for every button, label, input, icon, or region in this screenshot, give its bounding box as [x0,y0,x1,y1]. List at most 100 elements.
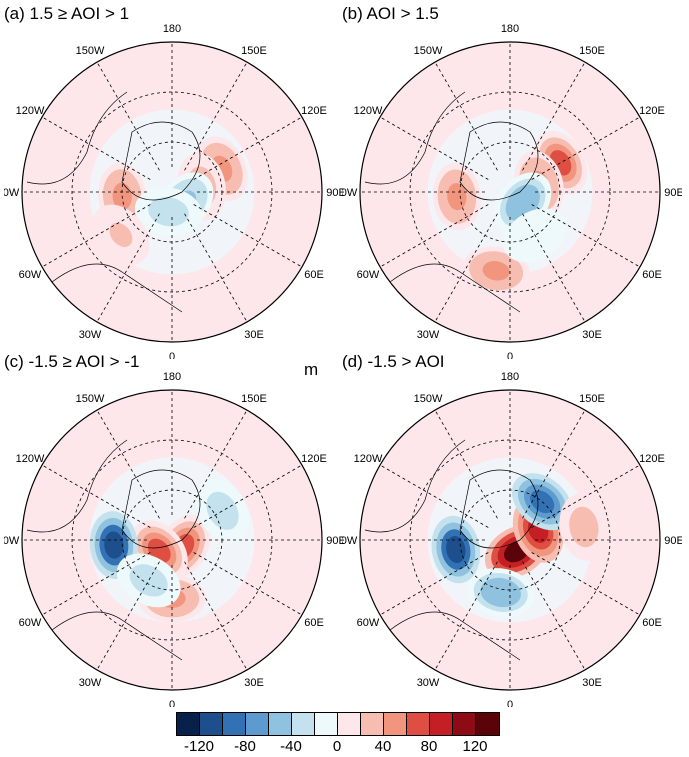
coastline [364,439,466,533]
panel-a: 90W 120W 150W 180 150E 120E 90E 60E 30E 0 30W 60W (… [4,4,344,359]
lon-label: 90E [326,535,344,547]
lon-label: 150W [76,45,105,57]
meridian [96,409,160,519]
lon-label: 120W [354,453,383,465]
lon-label: 180 [501,371,519,383]
lon-label: 0 [169,351,175,359]
anomaly-contour [446,536,466,564]
lon-label: 0 [507,351,513,359]
lon-label: 60E [642,617,662,629]
meridian [379,204,489,268]
panel-title-a: (a) 1.5 ≥ AOI > 1 [4,4,130,23]
colorbar-swatch [361,713,384,735]
meridian [522,213,586,323]
anomaly-positive [559,493,609,561]
coastline [51,611,183,661]
meridian [379,552,489,616]
colorbar-tick-label: -120 [183,738,215,755]
polar-map-b: 90W 120W 150W 180 150E 120E 90E 60E 30E 0 30W 60W [342,23,682,359]
lon-label: 120E [639,453,665,465]
polar-map-c: 90W 120W 150W 180 150E 120E 90E 60E 30E 0 30W 60W [4,371,344,707]
meridian [522,61,586,171]
map-border [21,389,323,691]
map-border [21,41,323,343]
meridian [434,213,498,323]
colorbar-tick-label: 120 [462,738,488,755]
colorbar-tick-label: -80 [234,738,256,755]
coastline [121,121,201,201]
lon-label: 150W [414,45,443,57]
anomaly-contour [155,201,183,222]
coastline [51,263,183,313]
colorbar-swatch [200,713,223,735]
anomaly-contour [511,190,535,215]
lon-label: 180 [163,23,181,35]
anomaly-contour [574,513,594,541]
lon-label: 180 [501,23,519,35]
coastline [459,121,539,201]
colorbar-swatch [177,713,200,735]
anomaly-positive [462,246,530,296]
anomaly-negative [195,479,250,543]
colorbar-swatch [384,713,407,735]
lon-label: 120W [16,105,45,117]
lon-label: 90E [664,187,682,199]
meridian [184,561,248,671]
colorbar-swatch [269,713,292,735]
colorbar-swatch [407,713,430,735]
lon-label: 150E [241,393,267,405]
lon-label: 120E [639,105,665,117]
meridian [41,116,151,180]
colorbar: -120 -80 -40 0 40 80 120 [176,712,506,755]
meridian [193,116,303,180]
colorbar-swatch [292,713,315,735]
lon-label: 90E [664,535,682,547]
coastline [26,91,128,185]
lon-label: 150E [579,393,605,405]
meridian [184,409,248,519]
anomaly-contour [109,222,133,247]
meridian [96,213,160,323]
lon-label: 90E [326,187,344,199]
meridian [434,61,498,171]
panel-b: 90W 120W 150W 180 150E 120E 90E 60E 30E 0 30W 60W (… [342,4,682,359]
lon-label: 60W [357,269,380,281]
anomaly-contour [135,569,162,592]
lon-label: 0 [507,699,513,707]
meridian [434,561,498,671]
lon-label: 120E [301,105,327,117]
anomaly-negative [134,187,203,237]
meridian [531,464,641,528]
colorbar-swatch [476,713,499,735]
polar-map-a: 90W 120W 150W 180 150E 120E 90E 60E 30E 0 30W 60W [4,23,344,359]
anomaly-positive [92,204,150,266]
lon-label: 30E [582,329,602,341]
panel-title-d: (d) -1.5 > AOI [342,352,445,371]
map-border [359,41,661,343]
colorbar-tick-label: 40 [374,738,392,755]
anomaly-contour [104,531,124,559]
lon-label: 150W [414,393,443,405]
panel-d: 90W 120W 150W 180 150E 120E 90E 60E 30E 0 30W 60W (… [342,352,682,707]
lon-label: 180 [163,371,181,383]
coastline [389,263,521,313]
meridian [41,204,151,268]
anomaly-contour [482,261,510,281]
anomaly-negative [466,568,535,617]
coastline [364,91,466,185]
colorbar-swatch [223,713,246,735]
lon-label: 120W [16,453,45,465]
meridian [522,409,586,519]
meridian [193,464,303,528]
lon-label: 150W [76,393,105,405]
colorbar-swatch [315,713,338,735]
lon-label: 120E [301,453,327,465]
lon-label: 60E [304,269,324,281]
coastline [26,439,128,533]
panel-c: 90W 120W 150W 180 150E 120E 90E 60E 30E 0 30W 60W (… [4,352,344,707]
coastline [389,611,521,661]
panel-title-c: (c) -1.5 ≥ AOI > -1 [4,352,140,371]
meridian [41,464,151,528]
lon-label: 60E [304,617,324,629]
polar-map-d: 90W 120W 150W 180 150E 120E 90E 60E 30E 0 30W 60W [342,371,682,707]
